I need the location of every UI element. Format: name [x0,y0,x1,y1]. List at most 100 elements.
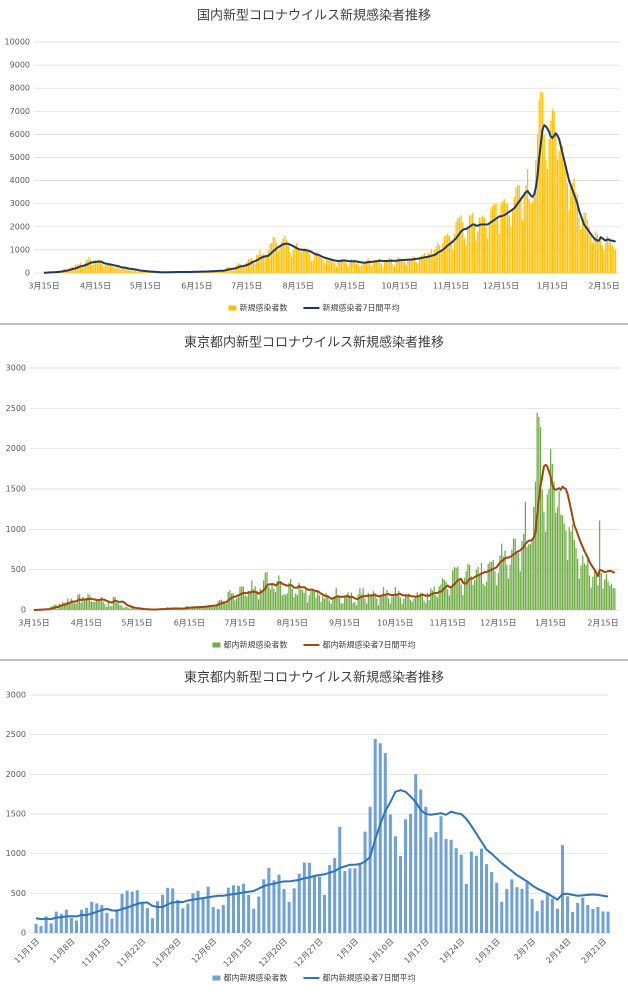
bar [605,574,608,610]
bar [171,888,175,933]
bar [128,270,130,273]
x-tick-label: 7月15日 [231,282,262,291]
bar [398,591,400,610]
x-tick-label: 5月15日 [130,282,161,291]
y-tick-label: 3000 [6,691,26,700]
bar [417,263,419,273]
bar [544,531,547,610]
bar [516,552,518,610]
x-tick-label: 8月15日 [283,282,314,291]
bar [578,217,580,273]
bar [487,238,489,273]
bar [121,605,123,610]
bar [530,898,534,933]
y-tick-label: 8000 [10,84,30,93]
bar [502,201,504,273]
bar [181,908,185,933]
bar [274,237,276,273]
bar [470,576,472,610]
bar [577,558,579,610]
bar [266,571,268,610]
bar [82,597,84,610]
bar [176,899,180,933]
bar [450,585,452,610]
bar [397,256,399,273]
bar [84,261,87,273]
bar [546,494,548,610]
x-tick-label: 11月8日 [48,937,76,965]
bar [252,261,254,273]
bar [305,248,308,273]
x-tick-label: 1月15日 [535,619,566,628]
bar [442,243,444,273]
bar [428,253,431,273]
bar [545,894,549,933]
bar [413,598,415,610]
bar [364,262,366,273]
bar [338,598,341,610]
bar [276,580,278,610]
bar [546,169,549,273]
bar [523,192,525,273]
bar [131,269,133,273]
bar [367,592,369,610]
bar [247,258,250,273]
bar [591,242,593,273]
bar [394,266,396,273]
bar [72,601,74,610]
bar [342,259,344,273]
bar [161,894,165,933]
bar [485,864,489,933]
x-tick-label: 2月21日 [580,937,608,965]
bar [418,257,421,273]
bar [282,238,284,273]
bar [354,259,356,273]
bar [430,588,432,610]
bar [247,894,251,933]
bar [80,602,82,610]
bar [314,254,316,273]
bar [434,831,438,933]
x-tick-label: 1月31日 [473,937,501,965]
bar [452,249,454,273]
bar [381,595,383,610]
bar [565,164,567,273]
legend-label: 新規感染者数 [239,303,287,313]
bar [485,226,487,273]
bar [460,584,462,610]
bar [347,266,349,273]
bar [114,596,116,610]
bar [418,595,420,610]
bar [601,911,605,933]
bar [548,488,550,610]
bar [276,242,278,273]
bar [528,544,530,610]
bar [392,264,394,273]
bar [221,270,223,273]
bar [222,601,224,610]
bar [403,261,406,273]
bar [201,897,205,933]
bar [272,880,276,933]
bar [329,259,331,273]
bar [133,271,135,273]
bar [501,543,503,610]
bar [300,252,303,273]
bar [350,592,353,610]
bar [89,259,92,273]
bar [524,502,526,610]
bar [196,890,200,933]
bar [234,600,236,610]
y-tick-label: 1000 [10,245,30,254]
bar [335,587,337,610]
bar [166,887,170,933]
bar [347,592,349,610]
bar [313,591,315,610]
bar [308,595,310,610]
bar [382,267,384,273]
x-tick-label: 2月15日 [587,619,618,628]
x-tick-label: 11月29日 [151,937,183,969]
bar [568,210,570,273]
bar [497,217,499,273]
bar [149,272,151,273]
